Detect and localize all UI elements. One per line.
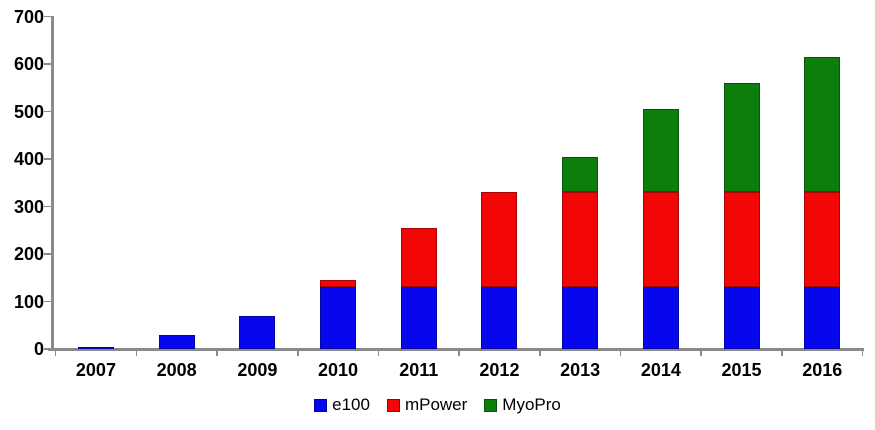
x-axis-label-2010: 2010 — [318, 360, 359, 380]
bar-segment-2012-e100 — [481, 287, 518, 349]
bar-segment-2015-mPower — [723, 192, 760, 288]
x-axis-label-2013: 2013 — [560, 360, 601, 380]
x-axis-label-2012: 2012 — [479, 360, 520, 380]
x-tick — [54, 351, 57, 356]
bar-segment-2008-e100 — [158, 334, 195, 349]
bar-segment-2011-mPower — [400, 227, 437, 288]
x-tick — [619, 351, 622, 356]
legend-label-myopro: MyoPro — [502, 395, 561, 414]
y-axis-label-400: 400 — [13, 149, 44, 169]
x-axis-label-2008: 2008 — [156, 360, 197, 380]
y-axis-label-700: 700 — [13, 6, 44, 27]
y-axis-label-0: 0 — [33, 339, 44, 359]
bar-segment-2013-e100 — [562, 287, 599, 349]
bar-segment-2015-e100 — [723, 287, 760, 349]
legend: e100 mPower MyoPro — [0, 394, 875, 416]
legend-item-myopro: MyoPro — [484, 395, 561, 415]
x-axis-label-2015: 2015 — [721, 360, 762, 380]
bar-segment-2013-mPower — [562, 192, 599, 288]
y-tick-700 — [44, 15, 52, 18]
legend-swatch-mpower — [386, 398, 400, 412]
legend-label-e100: e100 — [332, 395, 370, 414]
bar-segment-2014-MyoPro — [642, 109, 679, 193]
bar-segment-2007-e100 — [77, 346, 114, 349]
bar-segment-2014-e100 — [642, 287, 679, 349]
x-tick — [296, 351, 299, 356]
bar-segment-2009-e100 — [239, 315, 276, 349]
x-axis-label-2014: 2014 — [640, 360, 681, 380]
bar-segment-2012-mPower — [481, 192, 518, 288]
x-tick — [135, 351, 138, 356]
x-axis-label-2016: 2016 — [802, 360, 843, 380]
bar-segment-2014-mPower — [642, 192, 679, 288]
y-tick-400 — [44, 158, 52, 160]
legend-item-mpower: mPower — [386, 395, 468, 415]
legend-swatch-myopro — [484, 398, 498, 412]
bar-segment-2010-mPower — [320, 280, 357, 288]
y-axis-label-200: 200 — [13, 244, 44, 264]
y-axis-label-500: 500 — [13, 101, 44, 122]
bar-segment-2013-MyoPro — [562, 156, 599, 193]
y-tick-200 — [44, 253, 52, 255]
y-axis-label-300: 300 — [13, 196, 44, 217]
x-tick — [216, 351, 218, 356]
x-axis-label-2011: 2011 — [399, 360, 439, 380]
x-tick — [377, 351, 380, 356]
bar-segment-2015-MyoPro — [723, 83, 760, 193]
bar-segment-2011-e100 — [400, 287, 437, 349]
y-axis-label-100: 100 — [13, 291, 44, 312]
y-tick-600 — [44, 63, 52, 65]
y-tick-100 — [44, 300, 52, 303]
x-axis-line — [48, 348, 864, 351]
x-tick — [861, 351, 864, 356]
y-tick-0 — [44, 348, 52, 350]
x-axis-label-2009: 2009 — [237, 360, 278, 380]
bar-segment-2016-MyoPro — [804, 56, 841, 193]
legend-label-mpower: mPower — [404, 395, 468, 414]
x-axis-label-2007: 2007 — [75, 360, 116, 380]
bar-segment-2016-mPower — [804, 192, 841, 288]
x-tick — [458, 351, 460, 356]
legend-item-e100: e100 — [314, 395, 370, 415]
x-tick — [539, 351, 541, 356]
bar-segment-2010-e100 — [320, 287, 357, 349]
y-tick-300 — [44, 205, 52, 208]
x-tick — [781, 351, 783, 356]
bar-segment-2016-e100 — [804, 287, 841, 349]
x-tick — [700, 351, 703, 356]
legend-swatch-e100 — [314, 398, 328, 412]
y-tick-500 — [44, 110, 52, 113]
y-axis-label-600: 600 — [13, 54, 44, 74]
y-axis-line — [51, 16, 54, 351]
